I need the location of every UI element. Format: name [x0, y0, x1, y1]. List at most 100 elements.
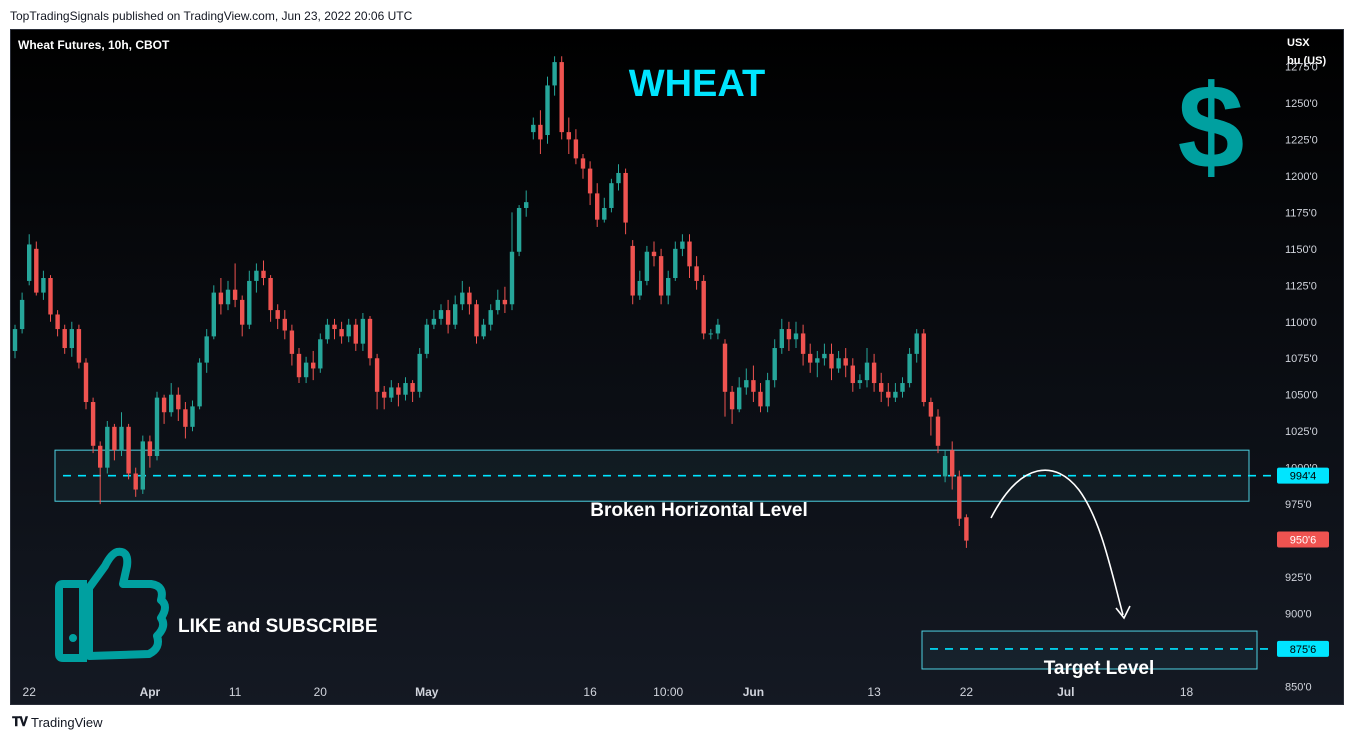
- y-tick-label: 1050'0: [1285, 390, 1318, 402]
- candle-body: [396, 387, 401, 395]
- candle-body: [609, 183, 614, 208]
- x-tick-label: 13: [867, 685, 881, 699]
- candle-body: [722, 343, 728, 392]
- candle-body: [19, 299, 25, 330]
- candle-body: [935, 416, 941, 446]
- candle-body: [495, 299, 500, 311]
- candle-body: [928, 402, 934, 417]
- candle-body: [247, 280, 252, 325]
- candle-body: [161, 397, 167, 413]
- price-label-box: [1277, 640, 1329, 657]
- candle-body: [580, 158, 586, 169]
- chart-frame: Wheat Futures, 10h, CBOT USX bu (US) 127…: [10, 29, 1344, 705]
- projection-arrow: [990, 469, 1124, 616]
- candle-body: [467, 292, 472, 305]
- candle-body: [360, 318, 366, 344]
- y-tick-label: 1200'0: [1285, 171, 1318, 183]
- candle-body: [836, 358, 841, 369]
- candle-body: [516, 207, 522, 252]
- candle-body: [829, 353, 834, 369]
- unit-label-line1: USX: [1287, 37, 1310, 49]
- y-tick-label: 1275'0: [1285, 61, 1318, 73]
- price-label-text: 950'6: [1290, 535, 1317, 547]
- candle-body: [687, 241, 692, 267]
- candle-body: [907, 353, 912, 384]
- candle-body: [921, 333, 926, 403]
- footer-brand-text: TradingView: [31, 714, 103, 730]
- y-tick-label: 1250'0: [1285, 98, 1318, 110]
- candle-body: [218, 292, 224, 305]
- candle-body: [353, 324, 358, 344]
- candle-body: [942, 455, 948, 477]
- candle-body: [296, 353, 302, 378]
- candle-body: [211, 292, 216, 337]
- candle-body: [254, 270, 259, 281]
- y-axis-ticks: 1275'0 1250'0 1225'0 1200'0 1175'0 1150'0 1125…: [1285, 61, 1318, 693]
- candle-body: [694, 266, 699, 281]
- candle-body: [893, 391, 898, 398]
- unit-label-line2: bu (US): [1287, 55, 1326, 67]
- candle-body: [34, 248, 39, 293]
- candle-body: [431, 318, 437, 325]
- candle-body: [282, 318, 287, 331]
- candle-body: [886, 391, 891, 398]
- candle-body: [531, 124, 536, 133]
- candle-body: [197, 362, 202, 407]
- x-tick-label: Jul: [1057, 685, 1074, 699]
- candle-body: [772, 348, 777, 381]
- candle-body: [950, 450, 955, 477]
- y-tick-label: 1075'0: [1285, 353, 1318, 365]
- y-tick-label: 1150'0: [1285, 244, 1317, 256]
- candle-body: [481, 324, 486, 337]
- target-level-label: Target Level: [1044, 658, 1155, 679]
- footer-brand[interactable]: 𝐓𝐕 TradingView: [12, 714, 103, 730]
- candle-body: [857, 380, 863, 384]
- candle-body: [595, 193, 600, 220]
- candle-body: [12, 329, 18, 351]
- candle-body: [112, 426, 117, 451]
- candle-body: [587, 168, 593, 194]
- candle-body: [98, 445, 103, 468]
- candle-body: [822, 353, 827, 359]
- heading-wheat: WHEAT: [629, 63, 766, 105]
- candle-body: [637, 280, 642, 296]
- candle-body: [204, 336, 209, 363]
- candle-body: [154, 397, 160, 456]
- candle-body: [900, 383, 905, 392]
- dollar-icon: $: [1178, 60, 1245, 194]
- y-tick-label: 1225'0: [1285, 134, 1318, 146]
- price-label-text: 875'6: [1290, 644, 1317, 656]
- x-axis-ticks: 22 Apr 11 20 May 16 10:00 Jun 13 22 Jul 18: [23, 685, 1194, 699]
- candle-body: [524, 202, 529, 208]
- candle-body: [502, 299, 508, 305]
- y-tick-label: 975'0: [1285, 499, 1312, 511]
- y-tick-label: 850'0: [1285, 681, 1312, 693]
- x-tick-label: 16: [583, 685, 597, 699]
- x-tick-label: Jun: [743, 685, 764, 699]
- candle-body: [445, 310, 451, 325]
- candle-body: [751, 380, 756, 392]
- price-labels: 994'4 950'6 875'6: [1277, 467, 1329, 657]
- y-tick-label: 1100'0: [1285, 317, 1317, 329]
- x-tick-label: 20: [314, 685, 328, 699]
- candle-body: [367, 318, 373, 359]
- candle-body: [488, 310, 493, 325]
- y-tick-label: 900'0: [1285, 609, 1312, 621]
- candle-body: [176, 394, 181, 410]
- candle-body: [602, 207, 607, 220]
- candle-body: [105, 426, 110, 468]
- thumbs-up-icon: [55, 547, 169, 662]
- candle-body: [623, 172, 628, 223]
- candle-body: [27, 244, 32, 281]
- candle-body: [438, 310, 444, 319]
- candle-body: [658, 256, 664, 296]
- x-tick-label: Apr: [140, 685, 161, 699]
- candle-body: [289, 330, 295, 354]
- candle-body: [673, 248, 678, 279]
- candle-body: [871, 362, 877, 384]
- candle-body: [83, 362, 89, 403]
- arrow-head-icon: [1115, 605, 1131, 620]
- candle-body: [90, 402, 96, 446]
- candlestick-chart[interactable]: Wheat Futures, 10h, CBOT USX bu (US) 127…: [11, 30, 1343, 704]
- candle-body: [268, 278, 273, 311]
